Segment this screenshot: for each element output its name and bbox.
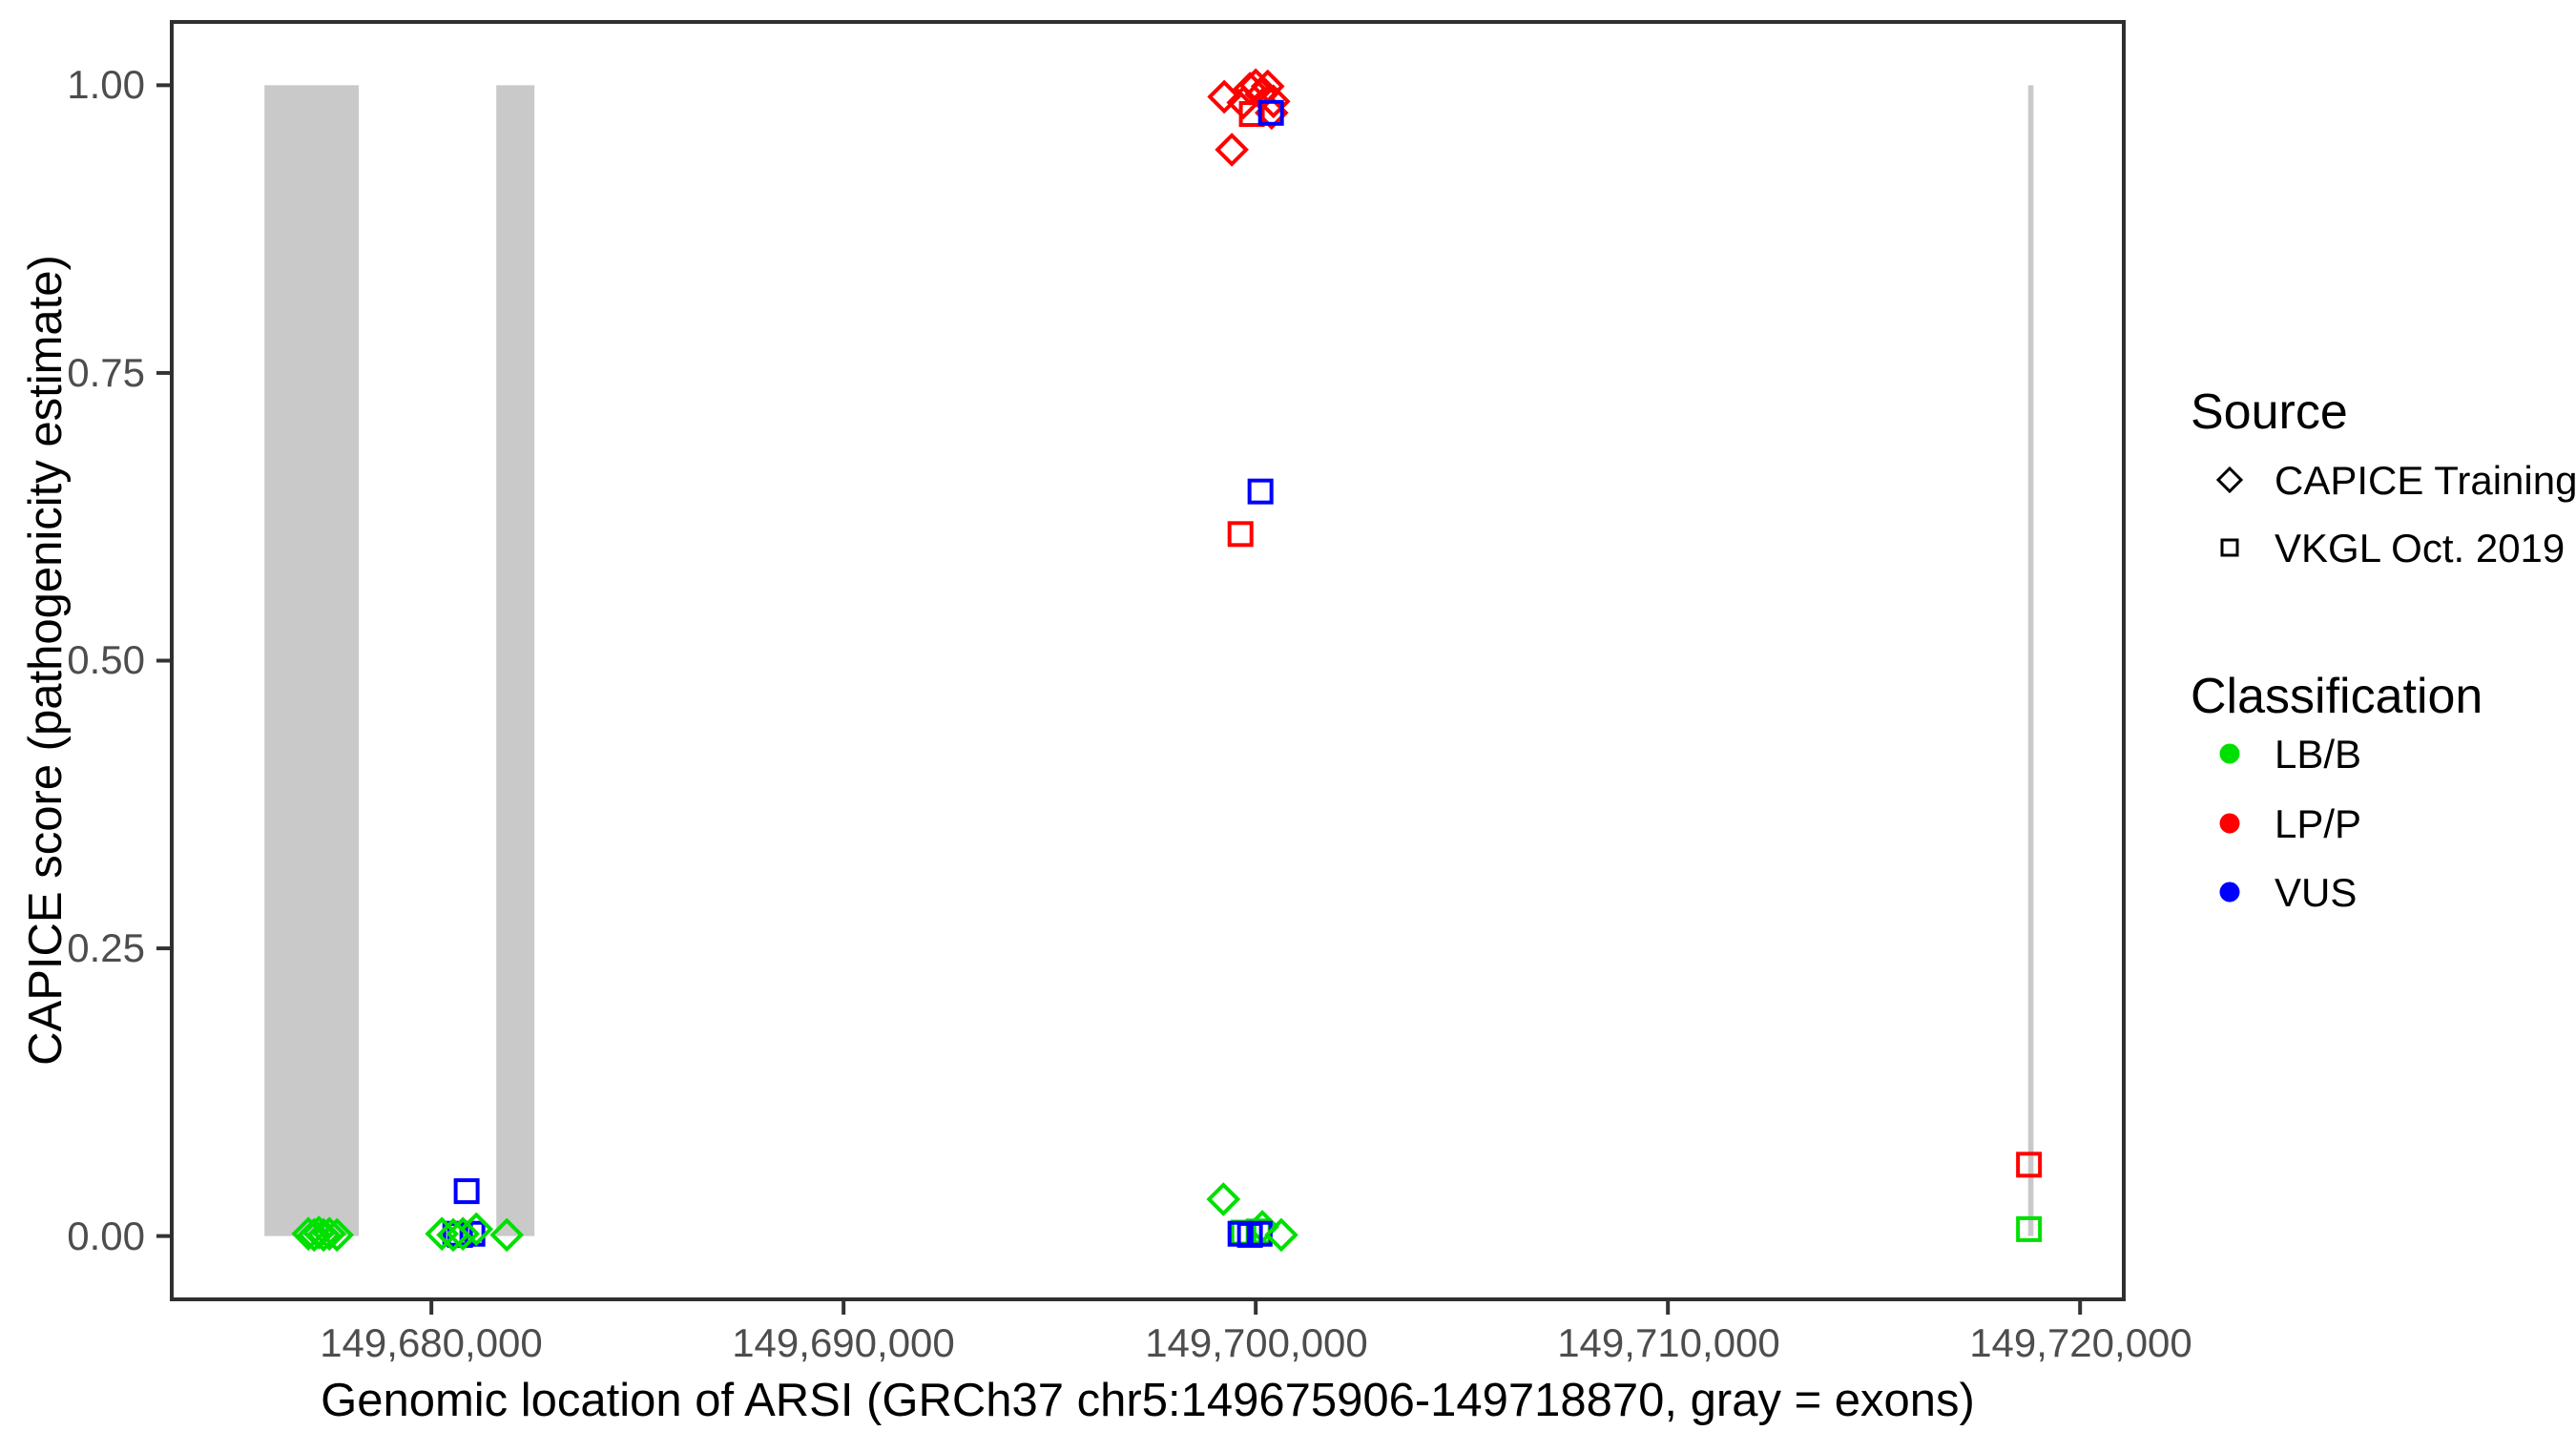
data-point-diamond	[1215, 133, 1249, 167]
y-tick-label-0.25: 0.25	[67, 925, 145, 970]
circle-icon-vus	[2219, 881, 2240, 902]
y-tick-label-0.00: 0.00	[67, 1213, 145, 1258]
legend-item-label: VKGL Oct. 2019	[2275, 526, 2566, 570]
data-point-square	[2016, 1215, 2043, 1242]
x-tick-label-149720000: 149,720,000	[1969, 1320, 2192, 1365]
circle-icon-lbb	[2219, 743, 2240, 764]
diamond-icon	[2215, 466, 2244, 494]
legend-item-label: CAPICE Training	[2275, 458, 2576, 503]
data-point-diamond	[1207, 79, 1241, 114]
y-tick-label-0.50: 0.50	[67, 637, 145, 682]
x-tick-label-149710000: 149,710,000	[1557, 1320, 1780, 1365]
legend-item-label: LB/B	[2275, 732, 2362, 777]
data-point-diamond	[1238, 68, 1274, 103]
legend-source-title: Source	[2191, 384, 2348, 440]
x-tick-label-149700000: 149,700,000	[1145, 1320, 1368, 1365]
y-tick-label-1.00: 1.00	[67, 62, 145, 107]
square-icon	[2220, 538, 2239, 557]
data-point-diamond	[312, 1216, 347, 1252]
data-point-square	[1238, 101, 1265, 128]
data-point-diamond	[1256, 84, 1291, 119]
legend-item-label: LP/P	[2275, 801, 2362, 846]
data-point-square	[1247, 478, 1274, 505]
legend-item-label: VUS	[2275, 870, 2358, 915]
x-axis-title: Genomic location of ARSI (GRCh37 chr5:14…	[321, 1375, 1975, 1426]
exon-bar	[264, 85, 360, 1236]
data-point-diamond	[1206, 1182, 1241, 1216]
data-point-square	[453, 1178, 480, 1205]
data-point-diamond	[306, 1217, 342, 1253]
data-point-square	[1227, 521, 1254, 548]
data-point-diamond	[1264, 1217, 1298, 1253]
data-point-square	[2016, 1151, 2043, 1178]
x-tick-label-149690000: 149,690,000	[732, 1320, 955, 1365]
exon-bar	[2027, 85, 2034, 1236]
panel-border	[170, 20, 2126, 1301]
y-axis-title: CAPICE score (pathogenicity estimate)	[20, 255, 72, 1066]
y-tick-label-0.75: 0.75	[67, 350, 145, 395]
circle-icon-lpp	[2219, 813, 2240, 834]
data-point-square	[1257, 99, 1284, 126]
legend-classification-title: Classification	[2191, 669, 2483, 724]
data-point-diamond	[459, 1212, 494, 1247]
data-point-diamond	[320, 1217, 355, 1253]
data-point-diamond	[489, 1217, 525, 1253]
data-point-diamond	[446, 1216, 481, 1252]
exon-bar	[496, 85, 535, 1236]
x-tick-label-149680000: 149,680,000	[320, 1320, 543, 1365]
